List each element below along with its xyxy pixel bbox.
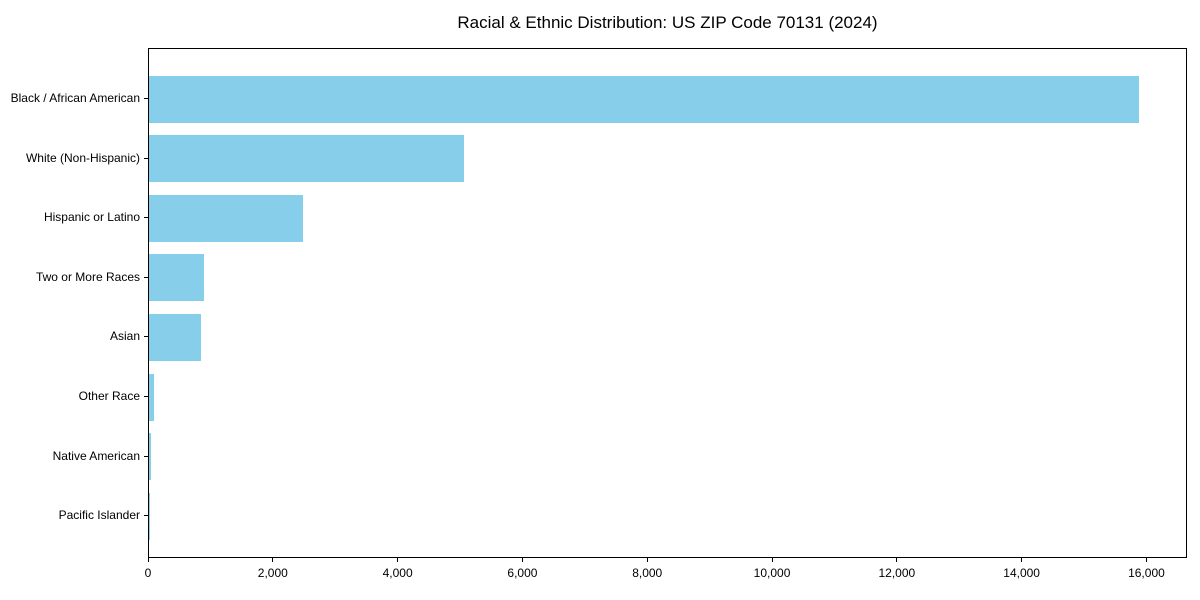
- x-axis-tick-mark: [1145, 558, 1147, 562]
- y-axis-tick-mark: [144, 157, 148, 159]
- y-axis-label: Pacific Islander: [58, 508, 140, 523]
- chart-title: Racial & Ethnic Distribution: US ZIP Cod…: [457, 13, 878, 32]
- bar-2: [149, 194, 304, 242]
- y-axis-label: Black / African American: [10, 91, 140, 105]
- bar-1: [149, 135, 464, 183]
- y-axis-tick-mark: [144, 276, 148, 278]
- x-axis-tick-mark: [646, 558, 648, 562]
- bar-5: [149, 373, 154, 421]
- bar-3: [149, 254, 205, 302]
- x-axis-tick-mark: [147, 558, 149, 562]
- x-axis-tick-label: 10,000: [753, 566, 791, 580]
- y-axis-label: Other Race: [78, 389, 140, 403]
- x-axis-tick-label: 2,000: [257, 566, 288, 580]
- x-axis-tick-label: 4,000: [382, 566, 413, 580]
- y-axis-tick-mark: [144, 396, 148, 397]
- y-axis-tick-mark: [144, 217, 148, 219]
- y-axis-label: Hispanic or Latino: [43, 210, 140, 225]
- x-axis-tick-label: 14,000: [1003, 566, 1040, 580]
- y-axis-tick-mark: [144, 336, 148, 338]
- bar-0: [149, 75, 1139, 123]
- y-axis-label: White (Non-Hispanic): [25, 150, 140, 165]
- y-axis-tick-mark: [144, 455, 148, 457]
- x-axis-tick-label: 0: [144, 566, 152, 580]
- x-axis-tick-mark: [521, 558, 523, 562]
- bar-6: [149, 433, 151, 481]
- x-axis-tick-mark: [397, 558, 399, 562]
- y-axis-label: Asian: [109, 329, 140, 344]
- bar-7: [149, 492, 150, 540]
- x-axis-tick-mark: [272, 558, 274, 562]
- x-axis-tick-label: 12,000: [878, 566, 916, 580]
- x-axis-tick-label: 16,000: [1128, 566, 1165, 580]
- x-axis-tick-label: 6,000: [507, 566, 538, 580]
- y-axis-tick-mark: [144, 98, 148, 99]
- x-axis-tick-mark: [1021, 558, 1023, 562]
- y-axis-label: Native American: [52, 448, 140, 463]
- y-axis-label: Two or More Races: [35, 269, 140, 284]
- x-axis-tick-mark: [771, 558, 773, 562]
- x-axis-tick-mark: [896, 558, 898, 562]
- x-axis-tick-label: 8,000: [632, 566, 663, 580]
- y-axis-tick-mark: [144, 515, 148, 517]
- bar-4: [149, 313, 202, 361]
- plot-area: [148, 48, 1187, 558]
